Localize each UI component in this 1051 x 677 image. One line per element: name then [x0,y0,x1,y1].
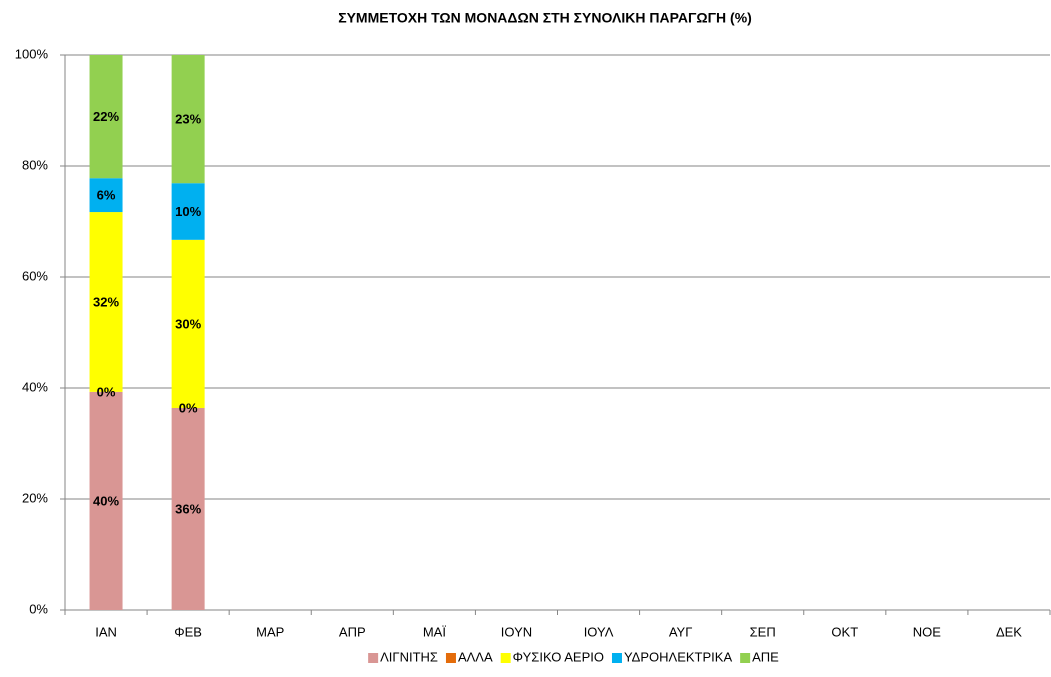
x-tick-label: ΔΕΚ [996,624,1022,639]
legend-swatch [500,653,511,663]
data-label: 0% [179,400,198,415]
data-label: 32% [93,294,119,309]
x-tick-label: ΙΟΥΝ [501,624,532,639]
chart-title: ΣΥΜΜΕΤΟΧΗ ΤΩΝ ΜΟΝΑΔΩΝ ΣΤΗ ΣΥΝΟΛΙΚΗ ΠΑΡΑΓ… [338,10,752,26]
bar-segment [171,239,205,408]
x-tick-label: ΟΚΤ [831,624,858,639]
legend-swatch [445,653,456,663]
data-label: 22% [93,109,119,124]
legend-swatch [740,653,751,663]
legend-label: ΑΛΛΑ [458,649,493,664]
bar-segment [171,183,205,240]
x-tick-label: ΑΥΓ [669,624,693,639]
data-label: 36% [175,501,201,516]
bar-segment [89,55,123,179]
bar-segment [171,407,205,610]
bar-segment [89,212,123,392]
y-tick-label: 20% [22,490,48,505]
x-tick-label: ΜΑΡ [256,624,284,639]
data-label: 30% [175,316,201,331]
x-tick-label: ΝΟΕ [913,624,942,639]
legend-label: ΛΙΓΝΙΤΗΣ [380,649,438,664]
y-tick-label: 100% [15,46,49,61]
y-tick-label: 60% [22,268,48,283]
legend-label: ΦΥΣΙΚΟ ΑΕΡΙΟ [513,649,604,664]
x-tick-label: ΦΕΒ [174,624,202,639]
legend-label: ΑΠΕ [752,649,779,664]
bar-segment [89,178,123,213]
data-label: 23% [175,112,201,127]
x-tick-label: ΙΟΥΛ [584,624,614,639]
x-tick-label: ΜΑΪ [423,624,447,639]
data-label: 6% [97,188,116,203]
y-tick-label: 80% [22,157,48,172]
legend-label: ΥΔΡΟΗΛΕΚΤΡΙΚΑ [624,649,732,664]
legend-swatch [611,653,622,663]
x-tick-label: ΑΠΡ [339,624,366,639]
bar-segment [171,55,205,184]
y-tick-label: 40% [22,379,48,394]
data-label: 10% [175,204,201,219]
bar-segment [89,391,123,610]
data-label: 40% [93,493,119,508]
data-label: 0% [97,384,116,399]
x-tick-label: ΙΑΝ [95,624,117,639]
y-tick-label: 0% [29,601,48,616]
legend-swatch [368,653,379,663]
x-tick-label: ΣΕΠ [750,624,776,639]
